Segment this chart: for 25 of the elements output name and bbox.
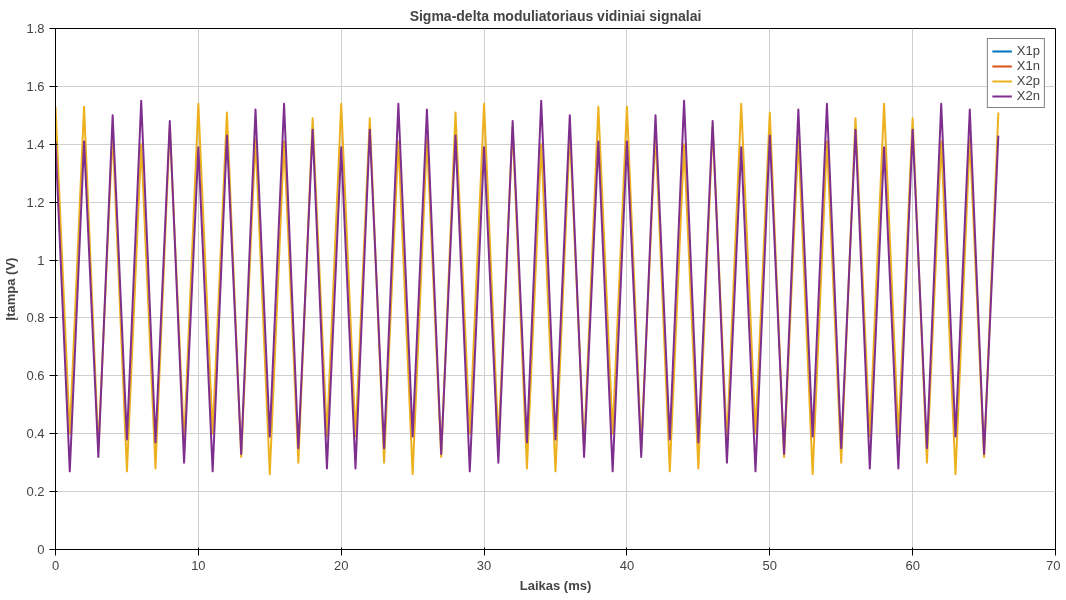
chart-title: Sigma-delta moduliatoriaus vidiniai signalai <box>409 7 702 24</box>
y-axis-title: Įtampa (V) <box>3 257 19 321</box>
x-tick-label: 0 <box>51 557 60 573</box>
x-tick-label: 60 <box>905 557 920 573</box>
y-tick-label: 0.2 <box>26 484 45 500</box>
legend-label: X1p <box>1016 43 1040 58</box>
y-tick-label: 1.6 <box>26 78 45 94</box>
x-tick-label: 30 <box>476 557 492 573</box>
y-tick-label: 1.2 <box>26 194 45 210</box>
y-tick-label: 1.4 <box>26 136 45 152</box>
x-tick-label: 70 <box>1046 557 1061 573</box>
x-tick-label: 50 <box>762 557 778 573</box>
y-tick-label: 0.6 <box>26 368 45 384</box>
y-tick-label: 0.4 <box>26 426 45 442</box>
x-tick-label: 20 <box>333 557 349 573</box>
x-axis-title: Laikas (ms) <box>519 577 592 593</box>
legend-label: X2n <box>1016 88 1040 103</box>
legend-label: X2p <box>1016 73 1040 88</box>
y-tick-label: 0.8 <box>26 310 45 326</box>
x-tick-label: 40 <box>619 557 635 573</box>
x-tick-label: 10 <box>191 557 206 573</box>
y-tick-label: 1 <box>37 252 45 268</box>
y-tick-label: 0 <box>37 542 45 557</box>
y-tick-label: 1.8 <box>26 21 45 36</box>
legend-label: X1n <box>1016 58 1040 73</box>
